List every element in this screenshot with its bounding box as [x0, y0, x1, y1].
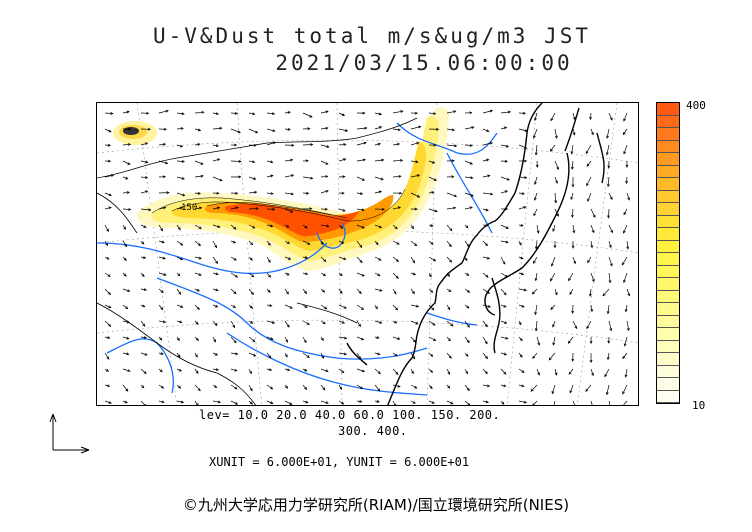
- color-scale-cell: [657, 278, 679, 291]
- color-scale-cell: [657, 215, 679, 228]
- vector-units: XUNIT = 6.000E+01, YUNIT = 6.000E+01: [209, 455, 470, 469]
- color-scale-cell: [657, 240, 679, 253]
- map-timestamp: 2021/03/15.06:00:00: [275, 51, 573, 75]
- color-scale-cell: [657, 340, 679, 353]
- color-scale-cell: [657, 103, 679, 116]
- color-scale-cell: [657, 190, 679, 203]
- color-scale-cell: [657, 265, 679, 278]
- wind-vectors: [104, 109, 631, 405]
- contour-levels: lev= 10.0 20.0 40.0 60.0 100. 150. 200.: [199, 408, 501, 422]
- color-scale-cell: [657, 365, 679, 378]
- color-scale-cell: [657, 140, 679, 153]
- borders: [97, 117, 418, 405]
- coastlines: [346, 103, 605, 405]
- color-scale-cell: [657, 153, 679, 166]
- color-scale-cell: [657, 303, 679, 316]
- color-scale-cell: [657, 128, 679, 141]
- color-scale-cell: [657, 290, 679, 303]
- color-scale-cell: [657, 228, 679, 241]
- contour-levels-continued: 300. 400.: [338, 424, 408, 438]
- color-scale-min: 10: [692, 399, 706, 412]
- color-scale-cell: [657, 390, 679, 403]
- color-scale-cell: [657, 253, 679, 266]
- dust-patch-northwest: [113, 121, 157, 145]
- copyright-credit: ©九州大学応用力学研究所(RIAM)/国立環境研究所(NIES): [182, 496, 570, 514]
- color-scale-cell: [657, 353, 679, 366]
- color-scale-cell: [657, 115, 679, 128]
- graticule: [97, 103, 638, 405]
- dust-forecast-map: 150: [96, 102, 639, 406]
- map-canvas: 150: [97, 103, 638, 405]
- color-scale-cell: [657, 203, 679, 216]
- color-scale-cell: [657, 378, 679, 391]
- color-scale-cell: [657, 165, 679, 178]
- axis-orientation-icon: [49, 413, 90, 454]
- contour-label: 150: [181, 203, 197, 213]
- color-scale-bar: [656, 102, 680, 404]
- color-scale-cell: [657, 328, 679, 341]
- color-scale-cell: [657, 315, 679, 328]
- color-scale-max: 400: [686, 99, 706, 112]
- dust-plume: 150: [136, 107, 449, 271]
- map-title: U-V&Dust total m/s&ug/m3 JST: [152, 24, 591, 48]
- color-scale-cell: [657, 178, 679, 191]
- dust-contour-300: [224, 203, 359, 237]
